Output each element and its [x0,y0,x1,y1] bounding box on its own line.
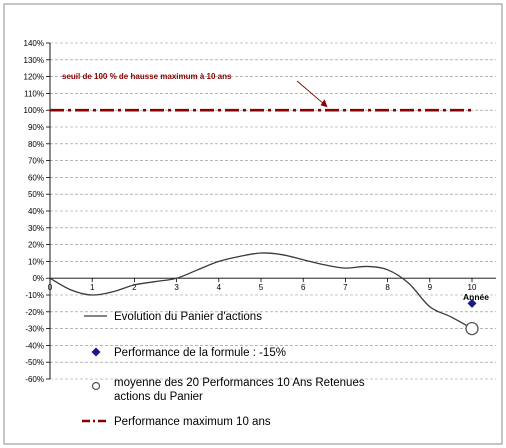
legend: Evolution du Panier d'actions Performance… [82,311,365,428]
y-tick-label: -20% [25,308,44,317]
annotation-arrow-line [296,80,327,107]
x-tick-label: 4 [217,283,222,292]
series-line-panier [49,252,473,330]
y-tick-label: -60% [25,375,44,384]
y-tick-label: 130% [24,56,44,65]
y-tick-label: 10% [28,257,44,266]
x-tick-label: 0 [48,283,53,292]
y-tick-label: -50% [25,358,44,367]
x-axis-label: Année [463,292,489,302]
y-tick-label: 110% [24,89,44,98]
x-tick-label: 9 [428,283,433,292]
x-tick-label: 3 [174,283,179,292]
y-tick-label: 40% [28,207,44,216]
x-tick-label: 1 [90,283,95,292]
y-tick-label: 100% [24,106,44,115]
legend-swatch-formula [91,347,101,357]
y-tick-label: -30% [25,325,44,334]
x-tick-label: 2 [132,283,137,292]
legend-label-average: moyenne des 20 Performances 10 Ans Reten… [114,377,365,403]
annotations: seuil de 100 % de hausse maximum à 10 an… [62,72,328,108]
series [49,108,479,336]
y-tick-label: 50% [28,190,44,199]
legend-swatch-average [91,381,101,391]
annotation-text: seuil de 100 % de hausse maximum à 10 an… [62,72,232,81]
y-tick-label: 70% [28,157,44,166]
series-point-formula [467,298,477,308]
chart-frame [3,3,503,445]
legend-label-formula: Performance de la formule : -15% [114,347,286,359]
y-tick-label: 120% [24,73,44,82]
x-tick-label: 6 [301,283,306,292]
legend-label-max-performance: Performance maximum 10 ans [114,416,271,428]
x-tick-label: 5 [259,283,264,292]
y-tick-label: 30% [28,224,44,233]
y-tick-label: 90% [28,123,44,132]
annotation-arrow-head [320,99,328,108]
x-tick-label: 10 [468,283,477,292]
y-tick-label: 20% [28,241,44,250]
y-tick-label: -40% [25,341,44,350]
x-tick-label: 7 [343,283,348,292]
y-tick-label: 60% [28,173,44,182]
y-tick-label: 80% [28,140,44,149]
axes [46,42,496,380]
legend-label-panier: Evolution du Panier d'actions [114,311,262,323]
y-tick-label: -10% [25,291,44,300]
y-tick-labels: -60% -50% -40% -30% -20% -10% 0% 10% 20% 30% 40% 50… [24,39,44,384]
y-tick-label: 0% [32,274,44,283]
y-tick-label: 140% [24,39,44,48]
series-point-average [465,321,479,336]
grid-lines [50,42,496,380]
x-tick-label: 8 [385,283,390,292]
